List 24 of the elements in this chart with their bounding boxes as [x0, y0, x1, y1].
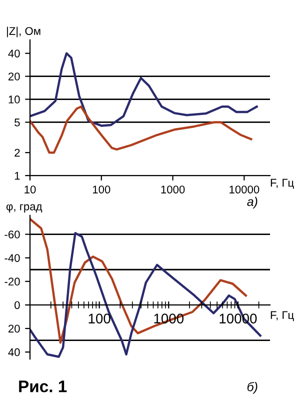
x-tick-label: 10000 — [230, 186, 260, 194]
y-tick-label: -60 — [4, 230, 20, 238]
text: Рис. 1 — [19, 380, 67, 392]
y-tick-label: 40 — [8, 348, 20, 356]
y-tick-label: 2 — [14, 148, 20, 157]
x-tick-label: 10 — [24, 186, 36, 194]
x-tick-label: 100 — [88, 314, 110, 324]
y-axis-title: φ, град — [6, 204, 42, 213]
y-tick-label: 20 — [8, 324, 20, 333]
y-tick-label: -40 — [4, 254, 20, 262]
x-tick-label: 1000 — [161, 186, 185, 194]
y-tick-label: -20 — [4, 278, 20, 286]
y-axis-title: |Z|, Ом — [6, 26, 40, 38]
text: а) — [247, 196, 258, 209]
x-axis-title: F, Гц — [270, 311, 294, 322]
y-tick-label: 0 — [14, 301, 20, 310]
text: б) — [247, 382, 258, 394]
x-axis-title: F, Гц — [270, 178, 294, 189]
y-tick-label: 20 — [8, 72, 20, 80]
y-tick-label: 5 — [14, 118, 20, 126]
y-tick-label: 1 — [14, 172, 20, 180]
y-tick-label: 10 — [8, 96, 20, 104]
x-tick-label: 100 — [92, 186, 110, 194]
y-tick-label: 40 — [8, 50, 20, 58]
